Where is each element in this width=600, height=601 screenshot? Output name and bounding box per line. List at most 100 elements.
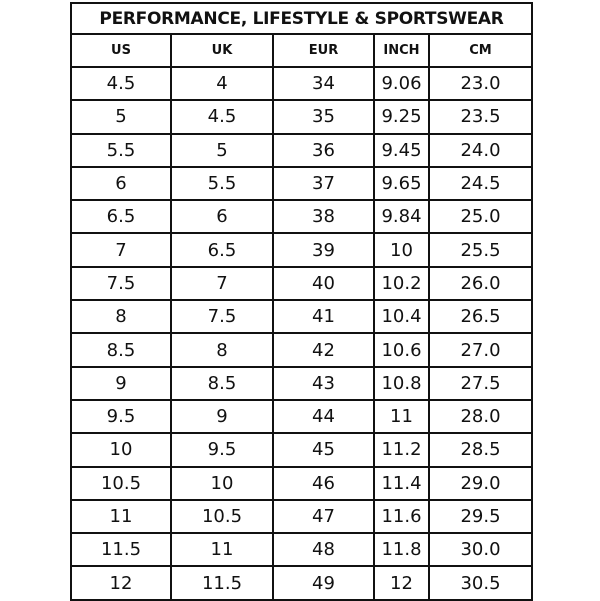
- header-row: US UK EUR INCH CM: [70, 33, 533, 68]
- cell-inch: 11.2: [373, 432, 430, 468]
- cell-eur: 42: [272, 332, 375, 368]
- cell-us: 11: [70, 498, 172, 535]
- cell-inch: 9.25: [373, 99, 430, 135]
- cell-cm: 28.0: [428, 398, 533, 435]
- cell-uk: 5: [170, 132, 274, 168]
- cell-uk: 6: [170, 199, 274, 235]
- table-row: 9 8.5 43 10.8 27.5: [70, 365, 533, 401]
- cell-us: 6: [70, 165, 172, 202]
- table-title: PERFORMANCE, LIFESTYLE & SPORTSWEAR: [70, 2, 533, 35]
- cell-uk: 4: [170, 65, 274, 102]
- cell-eur: 39: [272, 232, 375, 268]
- cell-eur: 46: [272, 465, 375, 501]
- cell-cm: 30.5: [428, 565, 533, 601]
- cell-cm: 23.0: [428, 65, 533, 102]
- cell-cm: 28.5: [428, 432, 533, 468]
- cell-uk: 11.5: [170, 565, 274, 601]
- cell-eur: 45: [272, 432, 375, 468]
- cell-uk: 11: [170, 532, 274, 568]
- size-chart-table: PERFORMANCE, LIFESTYLE & SPORTSWEAR US UK…: [70, 2, 533, 601]
- cell-eur: 37: [272, 165, 375, 202]
- table-row: 10 9.5 45 11.2 28.5: [70, 432, 533, 468]
- column-header-cm: CM: [428, 33, 533, 68]
- table-row: 9.5 9 44 11 28.0: [70, 398, 533, 435]
- cell-cm: 30.0: [428, 532, 533, 568]
- cell-us: 7.5: [70, 265, 172, 302]
- cell-eur: 40: [272, 265, 375, 302]
- cell-uk: 8.5: [170, 365, 274, 401]
- cell-eur: 49: [272, 565, 375, 601]
- cell-inch: 10.2: [373, 265, 430, 302]
- cell-cm: 25.0: [428, 199, 533, 235]
- cell-uk: 10: [170, 465, 274, 501]
- cell-us: 10.5: [70, 465, 172, 501]
- cell-uk: 5.5: [170, 165, 274, 202]
- cell-uk: 4.5: [170, 99, 274, 135]
- cell-eur: 36: [272, 132, 375, 168]
- cell-cm: 24.0: [428, 132, 533, 168]
- cell-inch: 10.4: [373, 299, 430, 335]
- table-row: 12 11.5 49 12 30.5: [70, 565, 533, 601]
- table-row: 8 7.5 41 10.4 26.5: [70, 299, 533, 335]
- table-row: 5 4.5 35 9.25 23.5: [70, 99, 533, 135]
- cell-inch: 9.06: [373, 65, 430, 102]
- cell-eur: 35: [272, 99, 375, 135]
- table-row: 7.5 7 40 10.2 26.0: [70, 265, 533, 302]
- cell-cm: 26.5: [428, 299, 533, 335]
- cell-us: 8.5: [70, 332, 172, 368]
- cell-cm: 25.5: [428, 232, 533, 268]
- cell-cm: 27.0: [428, 332, 533, 368]
- cell-inch: 11.8: [373, 532, 430, 568]
- cell-uk: 6.5: [170, 232, 274, 268]
- cell-cm: 26.0: [428, 265, 533, 302]
- cell-us: 10: [70, 432, 172, 468]
- cell-uk: 10.5: [170, 498, 274, 535]
- table-row: 6.5 6 38 9.84 25.0: [70, 199, 533, 235]
- cell-us: 8: [70, 299, 172, 335]
- cell-us: 7: [70, 232, 172, 268]
- cell-uk: 8: [170, 332, 274, 368]
- cell-eur: 47: [272, 498, 375, 535]
- cell-eur: 44: [272, 398, 375, 435]
- cell-us: 9: [70, 365, 172, 401]
- cell-cm: 29.5: [428, 498, 533, 535]
- table-row: 8.5 8 42 10.6 27.0: [70, 332, 533, 368]
- cell-inch: 11: [373, 398, 430, 435]
- cell-inch: 9.45: [373, 132, 430, 168]
- table-row: 6 5.5 37 9.65 24.5: [70, 165, 533, 202]
- cell-us: 11.5: [70, 532, 172, 568]
- cell-uk: 9: [170, 398, 274, 435]
- cell-inch: 9.84: [373, 199, 430, 235]
- cell-cm: 27.5: [428, 365, 533, 401]
- cell-inch: 11.6: [373, 498, 430, 535]
- cell-eur: 41: [272, 299, 375, 335]
- table-row: 11.5 11 48 11.8 30.0: [70, 532, 533, 568]
- cell-eur: 38: [272, 199, 375, 235]
- column-header-uk: UK: [170, 33, 274, 68]
- cell-cm: 23.5: [428, 99, 533, 135]
- cell-us: 4.5: [70, 65, 172, 102]
- table-row: 7 6.5 39 10 25.5: [70, 232, 533, 268]
- cell-uk: 7.5: [170, 299, 274, 335]
- table-row: 10.5 10 46 11.4 29.0: [70, 465, 533, 501]
- cell-cm: 29.0: [428, 465, 533, 501]
- cell-us: 12: [70, 565, 172, 601]
- cell-eur: 48: [272, 532, 375, 568]
- cell-us: 6.5: [70, 199, 172, 235]
- cell-inch: 9.65: [373, 165, 430, 202]
- cell-inch: 11.4: [373, 465, 430, 501]
- column-header-us: US: [70, 33, 172, 68]
- cell-eur: 43: [272, 365, 375, 401]
- cell-uk: 7: [170, 265, 274, 302]
- cell-uk: 9.5: [170, 432, 274, 468]
- cell-inch: 10.6: [373, 332, 430, 368]
- cell-inch: 12: [373, 565, 430, 601]
- cell-cm: 24.5: [428, 165, 533, 202]
- cell-us: 5: [70, 99, 172, 135]
- column-header-inch: INCH: [373, 33, 430, 68]
- cell-inch: 10.8: [373, 365, 430, 401]
- cell-us: 5.5: [70, 132, 172, 168]
- table-row: 4.5 4 34 9.06 23.0: [70, 65, 533, 102]
- cell-inch: 10: [373, 232, 430, 268]
- table-row: 11 10.5 47 11.6 29.5: [70, 498, 533, 535]
